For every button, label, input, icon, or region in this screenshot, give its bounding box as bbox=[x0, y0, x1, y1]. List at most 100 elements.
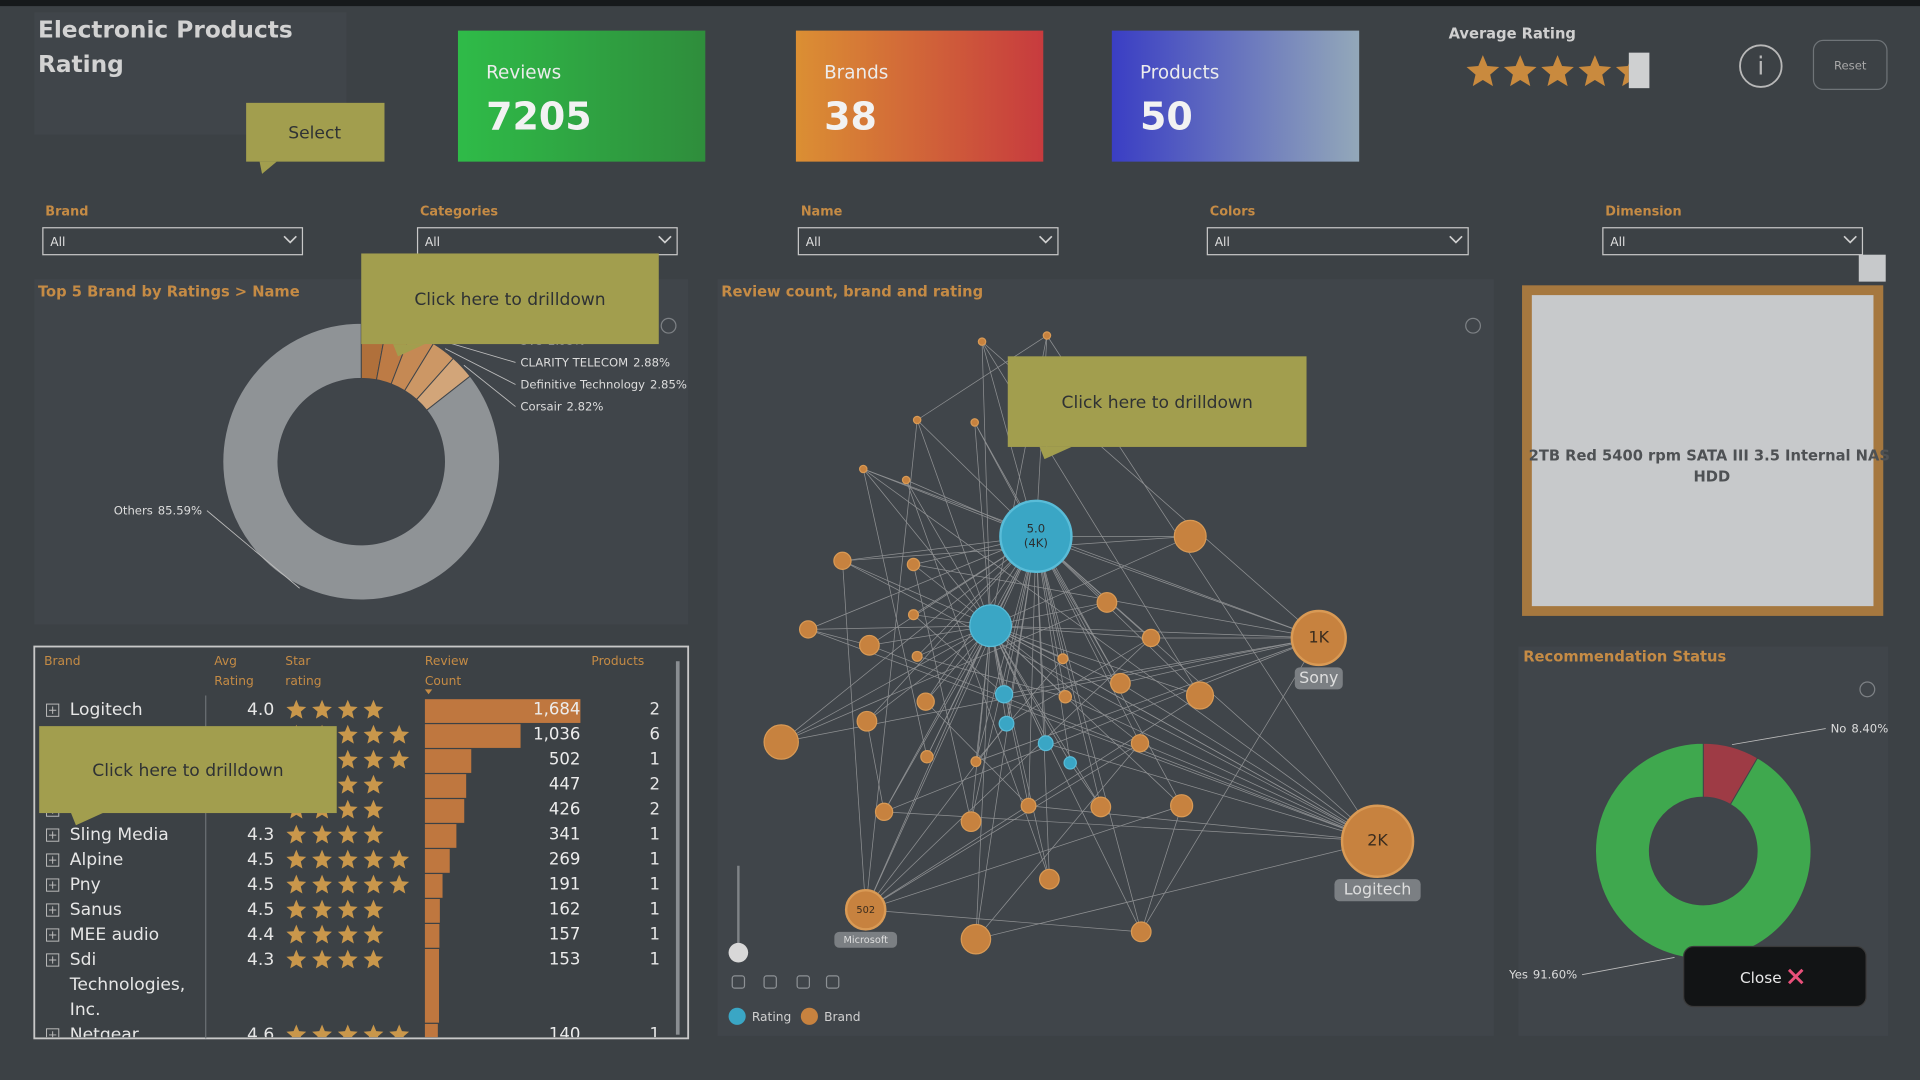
network-edge bbox=[883, 637, 1319, 813]
brand-node[interactable] bbox=[1141, 628, 1161, 648]
brand-node[interactable] bbox=[1130, 734, 1150, 753]
graph-tool-icon[interactable] bbox=[796, 975, 810, 989]
review-count: 269 bbox=[549, 850, 581, 869]
star-rating bbox=[286, 949, 384, 969]
review-bar bbox=[424, 849, 450, 873]
brand-node[interactable] bbox=[1057, 653, 1069, 665]
brand-node[interactable] bbox=[833, 551, 852, 570]
expand-icon[interactable] bbox=[46, 903, 60, 917]
expand-icon[interactable] bbox=[46, 828, 60, 842]
star bbox=[286, 849, 307, 869]
brand-node[interactable] bbox=[798, 620, 818, 639]
node-label: 1K bbox=[1308, 627, 1329, 646]
brand-name: Logitech bbox=[70, 700, 143, 720]
brand-node[interactable] bbox=[907, 609, 919, 621]
brand-node[interactable] bbox=[970, 756, 982, 768]
hub-node[interactable] bbox=[844, 888, 887, 931]
brand-node[interactable] bbox=[1058, 690, 1073, 704]
select-button[interactable] bbox=[246, 102, 385, 162]
brand-node[interactable] bbox=[763, 724, 799, 760]
brand-node[interactable] bbox=[916, 692, 935, 711]
brand-node[interactable] bbox=[1173, 519, 1207, 553]
help-icon[interactable] bbox=[1859, 681, 1876, 698]
rating-node[interactable] bbox=[969, 604, 1013, 648]
rating-node[interactable] bbox=[1037, 735, 1054, 752]
slice-name: No bbox=[1831, 721, 1847, 735]
help-icon[interactable] bbox=[1465, 317, 1482, 334]
slice-value: 2.82% bbox=[567, 399, 604, 413]
brand-node[interactable] bbox=[1185, 681, 1215, 710]
network-edge bbox=[990, 535, 1191, 627]
network-edge bbox=[808, 535, 1037, 630]
brand-node[interactable] bbox=[960, 923, 992, 955]
leader-line bbox=[206, 510, 300, 589]
brand-node[interactable] bbox=[1020, 797, 1037, 814]
brand-node[interactable] bbox=[977, 337, 987, 346]
reset-button[interactable] bbox=[1812, 39, 1888, 90]
filter-dropdown[interactable] bbox=[1206, 227, 1469, 256]
filter-dropdown[interactable] bbox=[416, 227, 678, 256]
filter-dropdown[interactable] bbox=[1602, 227, 1864, 256]
avg-rating: 4.5 bbox=[247, 875, 274, 895]
rating-node[interactable] bbox=[1063, 756, 1077, 770]
network-edge bbox=[1035, 535, 1319, 639]
brand-node[interactable] bbox=[901, 475, 911, 485]
graph-tool-icon[interactable] bbox=[825, 975, 840, 989]
brand-node[interactable] bbox=[1170, 794, 1194, 818]
drilldown-tooltip[interactable] bbox=[1007, 356, 1307, 447]
close-button[interactable] bbox=[1683, 945, 1867, 1008]
hub-node[interactable] bbox=[1340, 804, 1415, 878]
menu-icon[interactable] bbox=[1858, 254, 1886, 282]
help-icon[interactable] bbox=[660, 317, 677, 334]
info-button[interactable] bbox=[1739, 44, 1783, 88]
brand-node[interactable] bbox=[920, 750, 934, 764]
rating-node[interactable] bbox=[998, 715, 1015, 732]
review-bar bbox=[424, 948, 440, 1023]
products-count: 1 bbox=[649, 900, 660, 919]
brand-node[interactable] bbox=[858, 634, 880, 656]
expand-icon[interactable] bbox=[46, 703, 60, 717]
hub-node[interactable] bbox=[999, 499, 1073, 574]
brand-node[interactable] bbox=[1038, 868, 1060, 890]
brand-node[interactable] bbox=[1042, 331, 1052, 340]
drilldown-tooltip[interactable] bbox=[361, 253, 659, 345]
review-count: 153 bbox=[549, 950, 581, 969]
brand-node[interactable] bbox=[912, 415, 922, 425]
brand-node[interactable] bbox=[858, 464, 868, 474]
expand-icon[interactable] bbox=[46, 928, 60, 942]
zoom-handle[interactable] bbox=[728, 942, 749, 963]
brand-node[interactable] bbox=[1110, 672, 1131, 694]
brand-node[interactable] bbox=[906, 557, 921, 572]
expand-icon[interactable] bbox=[46, 878, 60, 892]
brand-node[interactable] bbox=[1130, 921, 1152, 943]
hub-node[interactable] bbox=[1290, 609, 1347, 667]
star bbox=[286, 1024, 307, 1038]
scrollbar[interactable] bbox=[675, 661, 680, 1035]
products-count: 2 bbox=[649, 775, 660, 794]
filter-dropdown[interactable] bbox=[42, 227, 304, 256]
brand-node[interactable] bbox=[874, 802, 894, 822]
rating-node[interactable] bbox=[994, 685, 1014, 704]
brand-node[interactable] bbox=[911, 650, 923, 662]
slice-label: Definitive Technology 2.85% bbox=[520, 377, 686, 391]
graph-tool-icon[interactable] bbox=[731, 975, 746, 989]
graph-tool-icon[interactable] bbox=[763, 975, 777, 989]
brand-node[interactable] bbox=[1096, 592, 1118, 613]
expand-icon[interactable] bbox=[46, 853, 60, 867]
brand-node[interactable] bbox=[970, 418, 979, 427]
expand-icon[interactable] bbox=[46, 1028, 60, 1041]
table-header: Star rating bbox=[285, 654, 321, 688]
review-bar bbox=[424, 1023, 438, 1038]
star bbox=[363, 874, 384, 894]
star bbox=[363, 849, 384, 869]
expand-icon[interactable] bbox=[46, 953, 60, 967]
filter-dropdown[interactable] bbox=[797, 227, 1059, 256]
brand-node[interactable] bbox=[960, 811, 982, 833]
products-count: 1 bbox=[649, 750, 660, 769]
star bbox=[363, 774, 384, 794]
drilldown-tooltip[interactable] bbox=[39, 726, 337, 814]
brand-node[interactable] bbox=[1090, 796, 1112, 818]
review-count: 191 bbox=[549, 875, 581, 894]
brand-node[interactable] bbox=[856, 710, 878, 732]
network-edge bbox=[990, 625, 1378, 842]
